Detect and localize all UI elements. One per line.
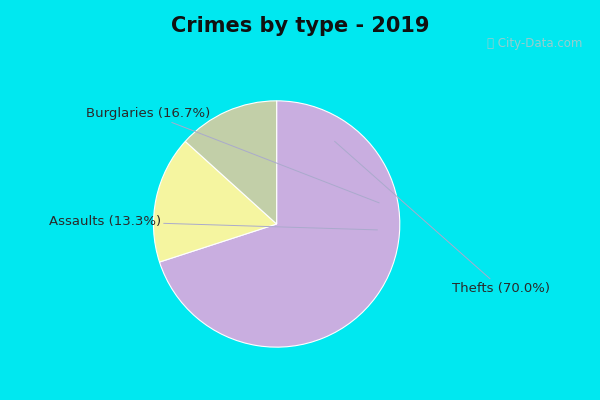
Wedge shape [185, 101, 277, 224]
Text: ⓘ City-Data.com: ⓘ City-Data.com [487, 38, 583, 50]
Text: Burglaries (16.7%): Burglaries (16.7%) [86, 107, 379, 203]
Text: Thefts (70.0%): Thefts (70.0%) [335, 141, 550, 294]
Text: Assaults (13.3%): Assaults (13.3%) [49, 215, 377, 230]
Wedge shape [160, 101, 400, 347]
Text: Crimes by type - 2019: Crimes by type - 2019 [171, 16, 429, 36]
Wedge shape [154, 141, 277, 262]
